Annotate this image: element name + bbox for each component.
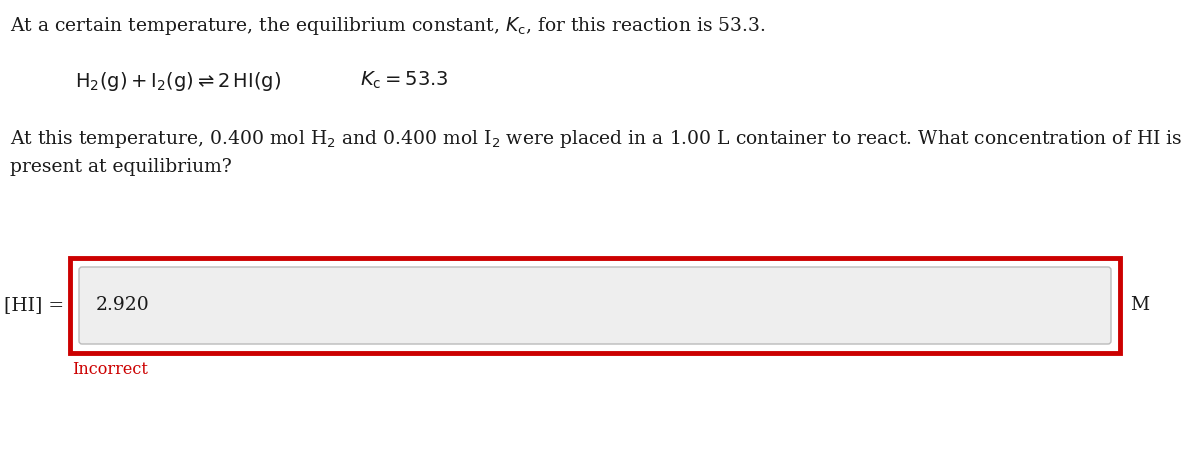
Text: 2.920: 2.920: [96, 297, 150, 314]
Text: M: M: [1130, 297, 1150, 314]
Text: $\mathrm{H_2(g) + I_2(g) \rightleftharpoons 2\,HI(g)}$: $\mathrm{H_2(g) + I_2(g) \rightleftharpo…: [74, 70, 281, 93]
Text: Incorrect: Incorrect: [72, 361, 148, 378]
Text: [HI] =: [HI] =: [4, 297, 64, 314]
FancyBboxPatch shape: [79, 267, 1111, 344]
Bar: [70, 258, 1120, 353]
Text: $K_\mathrm{c} = 53.3$: $K_\mathrm{c} = 53.3$: [360, 70, 449, 91]
Text: At a certain temperature, the equilibrium constant, $K_\mathrm{c}$, for this rea: At a certain temperature, the equilibriu…: [10, 15, 766, 37]
Text: At this temperature, 0.400 mol H$_2$ and 0.400 mol I$_2$ were placed in a 1.00 L: At this temperature, 0.400 mol H$_2$ and…: [10, 128, 1182, 150]
Text: present at equilibrium?: present at equilibrium?: [10, 158, 232, 176]
